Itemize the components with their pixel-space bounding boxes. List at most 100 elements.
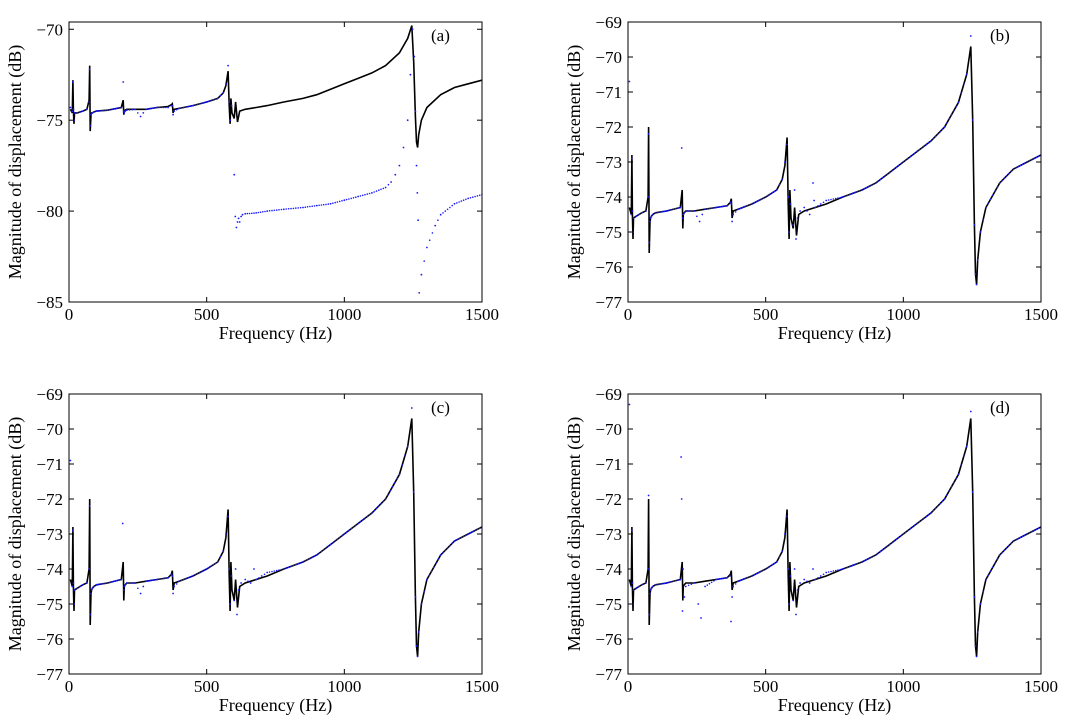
y-tick-label: −76 [595,258,622,277]
data-point [1005,175,1008,177]
data-point [165,106,167,109]
data-point [240,215,243,218]
data-point [715,206,717,209]
data-point [726,576,728,579]
data-point [435,562,437,564]
data-point [994,190,996,192]
data-point [1033,157,1035,160]
data-point [182,578,185,581]
data-point [849,193,851,196]
data-point [832,198,835,200]
data-point [684,210,687,212]
data-point [189,105,192,107]
data-point [439,213,442,216]
data-point [88,101,90,103]
data-point [88,568,90,570]
data-point [661,210,663,213]
data-point [90,592,92,595]
data-point [1026,533,1029,535]
data-point [91,587,94,590]
data-point [361,194,364,197]
data-point [858,562,861,564]
data-point [927,142,930,144]
data-point [259,211,262,213]
data-point [113,108,116,110]
data-point [444,210,447,212]
y-tick-label: −71 [595,83,622,102]
y-axis-label: Magnitude of displacement (dB) [564,45,585,279]
data-point [111,108,113,111]
y-tick-label: −77 [36,665,63,684]
data-point [295,207,297,209]
data-point [334,201,337,204]
data-point [647,494,650,497]
data-point [834,569,837,572]
data-point [969,410,972,413]
data-point [784,533,786,535]
data-point [704,585,706,588]
data-point [656,583,659,586]
data-point [187,577,190,579]
data-point [698,220,701,223]
data-point [292,207,295,210]
data-point [172,113,175,116]
data-point [650,215,653,218]
data-point [813,199,815,202]
data-point [985,206,987,209]
data-point [647,196,649,198]
data-point [382,187,385,190]
y-tick-label: −71 [595,455,622,474]
data-point [628,80,631,83]
data-point [104,109,107,112]
data-point [171,575,174,577]
data-point [375,507,378,510]
data-point [682,213,685,216]
data-point [856,562,858,565]
data-point [260,575,263,577]
data-point [982,219,984,221]
data-point [775,189,778,191]
data-point [911,154,914,156]
x-tick-label: 500 [194,305,220,324]
data-point [781,178,784,181]
data-point [240,582,243,584]
data-point [234,568,237,570]
data-point [162,577,165,580]
data-point [322,548,325,551]
data-point [394,481,396,484]
data-point [304,560,307,562]
data-point [803,578,806,581]
data-point [1024,534,1026,536]
data-point [631,210,634,212]
data-point [384,498,387,500]
data-point [732,213,735,216]
data-point [76,112,79,114]
data-point [285,567,288,569]
data-point [760,570,762,573]
data-point [115,107,118,110]
data-point [677,207,679,209]
data-point [210,565,212,567]
data-point [196,572,199,575]
data-point [985,578,987,581]
data-point [409,73,412,76]
data-point [271,570,273,573]
data-point [739,207,742,210]
data-point [706,584,709,586]
data-point [205,568,208,570]
data-point [960,92,962,94]
data-point [147,108,150,110]
data-point [410,407,413,409]
data-point [336,201,339,203]
data-point [737,580,739,583]
x-tick-label: 1500 [1024,305,1058,324]
data-point [89,613,92,616]
y-tick-label: −75 [595,595,622,614]
data-point [773,562,776,565]
data-point [1012,168,1015,170]
data-point [426,246,428,249]
data-point [888,171,891,174]
data-point [758,571,760,574]
data-point [417,631,420,633]
data-point [976,631,979,633]
